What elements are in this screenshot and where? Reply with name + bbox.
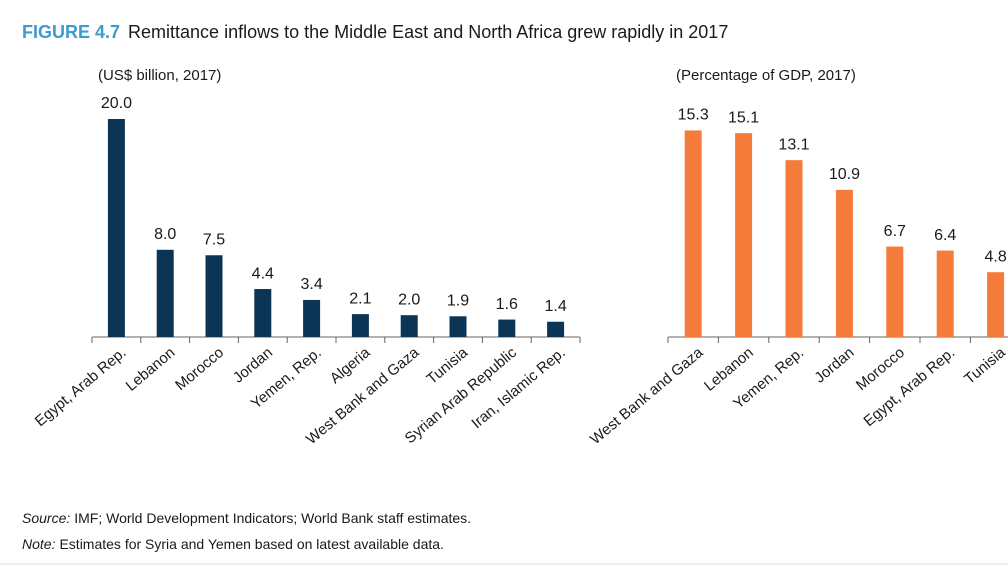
bar xyxy=(351,314,369,337)
value-label: 15.3 xyxy=(678,107,709,124)
note: Note: Estimates for Syria and Yemen based… xyxy=(22,536,444,552)
chart-subtitle: (Percentage of GDP, 2017) xyxy=(676,67,856,84)
x-tick-label: Jordan xyxy=(230,344,276,387)
value-label: 4.4 xyxy=(252,265,274,282)
x-tick-label: Tunisia xyxy=(961,344,1008,388)
source: Source: IMF; World Development Indicators… xyxy=(22,510,471,526)
bar xyxy=(303,299,321,337)
bar xyxy=(156,249,174,337)
value-label: 7.5 xyxy=(203,231,225,248)
bar xyxy=(785,160,803,337)
bar xyxy=(987,272,1005,337)
value-label: 1.9 xyxy=(447,293,469,310)
bar xyxy=(449,316,467,337)
value-label: 10.9 xyxy=(829,166,860,183)
figure-title: Remittance inflows to the Middle East an… xyxy=(128,22,728,42)
source-text: IMF; World Development Indicators; World… xyxy=(74,510,471,526)
bar xyxy=(886,246,904,337)
bar xyxy=(107,119,125,337)
bar xyxy=(835,189,853,337)
value-label: 3.4 xyxy=(300,276,322,293)
value-label: 1.6 xyxy=(496,296,518,313)
bar xyxy=(254,289,272,337)
value-label: 2.1 xyxy=(349,290,371,307)
figure-heading: FIGURE 4.7 Remittance inflows to the Midd… xyxy=(22,22,728,42)
bar xyxy=(498,319,516,337)
note-label: Note: xyxy=(22,536,56,552)
bar xyxy=(735,133,753,337)
value-label: 13.1 xyxy=(778,136,809,153)
value-label: 1.4 xyxy=(544,298,566,315)
source-label: Source: xyxy=(22,510,70,526)
x-tick-label: Morocco xyxy=(172,344,227,394)
x-tick-label: Jordan xyxy=(811,344,857,387)
value-label: 2.0 xyxy=(398,291,420,308)
value-label: 20.0 xyxy=(101,95,132,112)
x-tick-label: Egypt, Arab Rep. xyxy=(861,344,959,430)
x-tick-label: Lebanon xyxy=(123,344,179,395)
bar xyxy=(936,250,954,337)
value-label: 4.8 xyxy=(984,248,1006,265)
bar xyxy=(205,255,223,337)
bar xyxy=(684,130,702,337)
bar xyxy=(400,315,418,337)
figure-label: FIGURE 4.7 xyxy=(22,22,120,42)
value-label: 6.7 xyxy=(884,223,906,240)
bar xyxy=(547,321,565,337)
value-label: 8.0 xyxy=(154,226,176,243)
x-tick-label: Egypt, Arab Rep. xyxy=(32,344,130,430)
x-tick-label: West Bank and Gaza xyxy=(587,344,707,448)
note-text: Estimates for Syria and Yemen based on l… xyxy=(59,536,443,552)
value-label: 15.1 xyxy=(728,109,759,126)
value-label: 6.4 xyxy=(934,227,956,244)
chart-subtitle: (US$ billion, 2017) xyxy=(98,67,221,84)
